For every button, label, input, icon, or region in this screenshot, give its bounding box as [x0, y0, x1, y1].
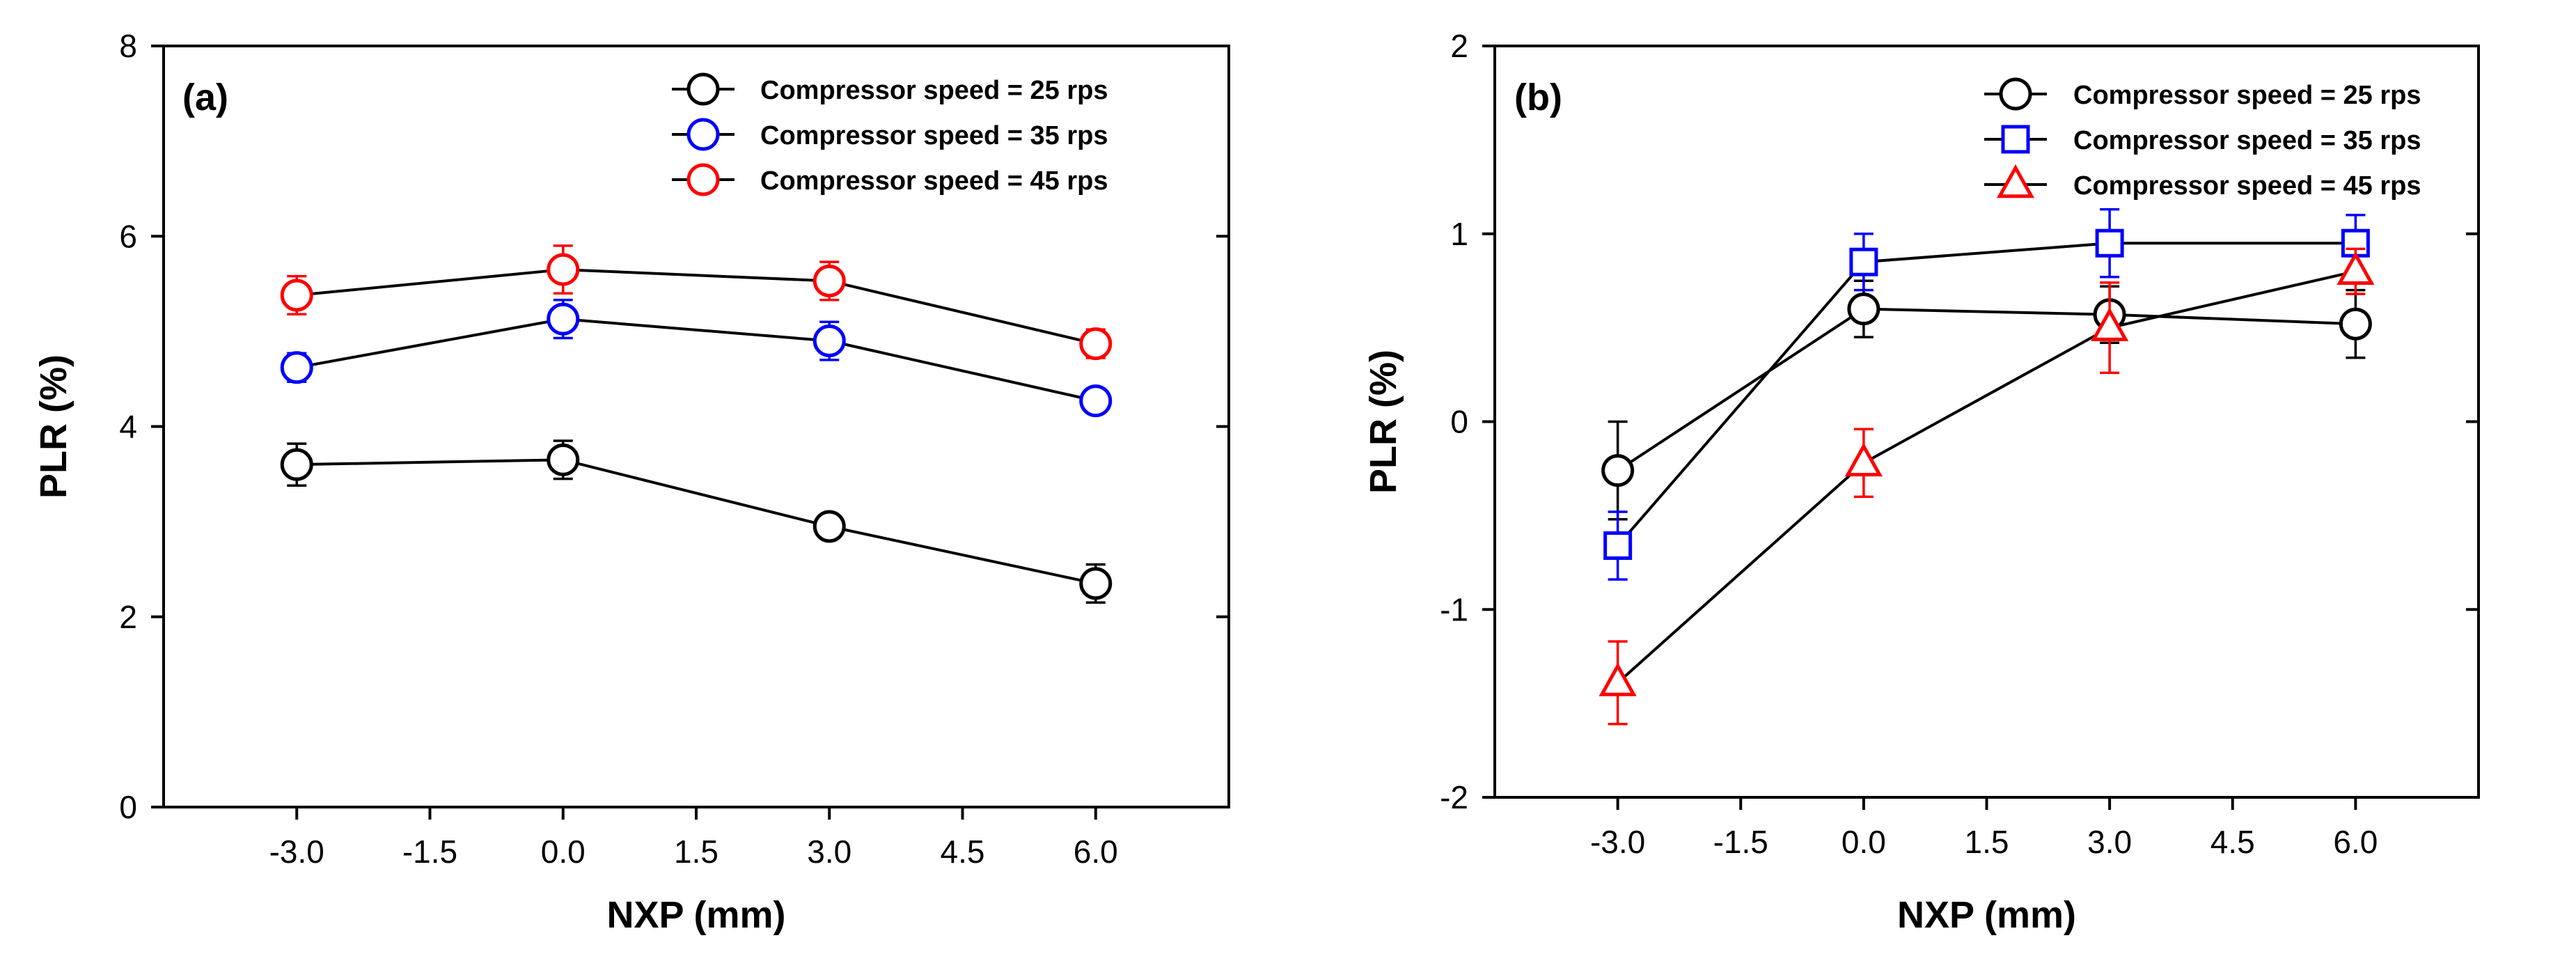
data-point — [280, 279, 313, 312]
y-tick-label: 6 — [119, 218, 137, 254]
legend-label: Compressor speed = 35 rps — [760, 121, 1108, 150]
y-tick-label: 2 — [119, 599, 137, 635]
series-3 — [280, 244, 1113, 361]
legend-marker — [686, 72, 720, 106]
data-point — [812, 324, 846, 358]
data-point — [547, 253, 580, 286]
legend: Compressor speed = 25 rps Compressor spee… — [672, 72, 1108, 196]
legend-label: Compressor speed = 25 rps — [760, 76, 1108, 105]
data-point — [1844, 442, 1883, 477]
x-tick-label: 3.0 — [2087, 824, 2132, 860]
legend-label: Compressor speed = 45 rps — [760, 166, 1108, 196]
x-tick-label: -3.0 — [1590, 824, 1645, 860]
y-tick-label: 0 — [119, 789, 137, 825]
x-tick-label: 0.0 — [541, 834, 586, 870]
legend-label: Compressor speed = 45 rps — [2073, 171, 2421, 201]
data-point — [1603, 531, 1633, 561]
y-axis-title: PLR (%) — [1362, 350, 1404, 494]
series-2 — [280, 299, 1113, 418]
series-line — [296, 318, 1097, 402]
series-2 — [1603, 208, 2370, 581]
x-tick-label: 3.0 — [807, 834, 851, 870]
panel-b: -3.0 -1.5 0.0 1.5 3.0 4.5 6.0 -2 -1 0 1 2 NXP (mm) PL… — [1362, 28, 2480, 936]
legend: Compressor speed = 25 rps Compressor spee… — [1984, 77, 2421, 201]
data-point — [2339, 307, 2372, 341]
data-point — [1847, 292, 1880, 326]
data-point — [2091, 307, 2129, 341]
x-tick-label: -1.5 — [402, 834, 457, 870]
x-tick-label: 4.5 — [2210, 824, 2255, 860]
panel-a: -3.0 -1.5 0.0 1.5 3.0 4.5 6.0 0 2 4 6 8 NXP (mm) PLR … — [33, 28, 1230, 936]
panel-label: (a) — [182, 77, 228, 118]
y-tick-label: -1 — [1440, 591, 1468, 627]
data-point — [1079, 327, 1113, 361]
x-tick-label: -1.5 — [1713, 824, 1768, 860]
data-point — [1601, 454, 1635, 487]
series-line — [297, 458, 1097, 585]
data-point — [1599, 662, 1637, 696]
data-point — [1849, 247, 1878, 276]
legend-marker — [2001, 125, 2030, 154]
x-tick-label: 4.5 — [941, 834, 985, 870]
x-axis-title: NXP (mm) — [1897, 894, 2076, 936]
y-tick-label: -2 — [1440, 779, 1468, 815]
data-point — [1079, 384, 1113, 418]
y-tick-label: 2 — [1450, 28, 1468, 64]
legend-marker — [1996, 164, 2035, 198]
x-tick-label: -3.0 — [269, 834, 324, 870]
series-1 — [280, 439, 1113, 604]
data-point — [280, 448, 313, 481]
x-tick-label: 6.0 — [2333, 824, 2378, 860]
plot-frame — [1493, 45, 2480, 799]
series-line — [1617, 269, 2356, 684]
y-tick-label: 1 — [1450, 216, 1468, 252]
series-line — [297, 268, 1097, 345]
data-point — [547, 302, 580, 336]
x-tick-label: 1.5 — [674, 834, 718, 870]
plot-frame — [162, 45, 1230, 808]
data-point — [812, 264, 846, 297]
panel-label: (b) — [1514, 77, 1562, 118]
y-tick-label: 8 — [119, 28, 137, 64]
data-point — [812, 510, 846, 543]
y-tick-label: 4 — [119, 409, 137, 445]
x-tick-label: 0.0 — [1841, 824, 1886, 860]
legend-marker — [686, 163, 720, 196]
legend-marker — [686, 118, 720, 151]
x-axis-title: NXP (mm) — [606, 894, 785, 936]
legend-label: Compressor speed = 25 rps — [2073, 81, 2421, 110]
data-point — [1079, 567, 1113, 600]
x-tick-label: 1.5 — [1965, 824, 2009, 860]
data-point — [280, 351, 313, 384]
x-tick-label: 6.0 — [1074, 834, 1118, 870]
data-point — [2337, 251, 2375, 285]
data-point — [2095, 228, 2124, 258]
series-1 — [1601, 279, 2372, 521]
y-axis-title: PLR (%) — [33, 354, 74, 499]
y-tick-label: 0 — [1450, 404, 1468, 440]
legend-marker — [1999, 77, 2032, 111]
series-line — [1617, 242, 2356, 547]
series-line — [1617, 307, 2356, 472]
data-point — [547, 443, 580, 476]
data-point — [2341, 228, 2370, 258]
legend-label: Compressor speed = 35 rps — [2073, 126, 2421, 155]
series-3 — [1599, 247, 2375, 726]
